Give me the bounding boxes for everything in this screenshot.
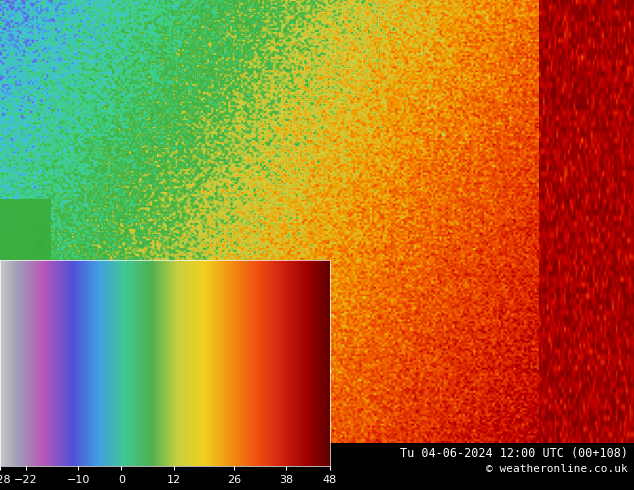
Text: © weatheronline.co.uk: © weatheronline.co.uk: [486, 464, 628, 474]
Text: Tu 04-06-2024 12:00 UTC (00+108): Tu 04-06-2024 12:00 UTC (00+108): [399, 447, 628, 460]
Text: Temperature (2m) [°C] ECMWF: Temperature (2m) [°C] ECMWF: [6, 447, 198, 460]
